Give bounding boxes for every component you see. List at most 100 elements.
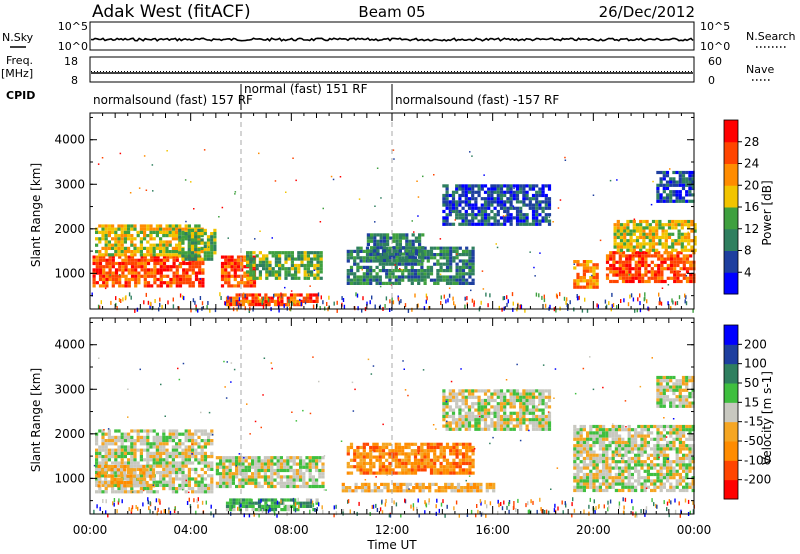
heatmap-cell xyxy=(629,219,633,224)
heatmap-cell xyxy=(162,429,166,433)
heatmap-cell xyxy=(346,452,350,456)
heatmap-cell xyxy=(627,485,631,489)
heatmap-cell xyxy=(120,230,124,234)
heatmap-cell xyxy=(365,272,370,276)
heatmap-cell xyxy=(420,449,424,453)
heatmap-cell xyxy=(165,442,169,446)
heatmap-cell xyxy=(278,273,282,277)
heatmap-cell xyxy=(126,477,130,481)
heatmap-cell xyxy=(624,453,628,457)
heatmap-cell xyxy=(153,261,157,266)
heatmap-cell xyxy=(451,418,456,422)
heatmap-cell xyxy=(531,206,536,210)
heatmap-cell xyxy=(210,461,214,465)
heatmap-cell xyxy=(664,245,668,249)
heatmap-cell xyxy=(439,468,443,472)
heatmap-cell xyxy=(576,434,580,438)
heatmap-cell xyxy=(628,254,632,258)
heatmap-cell xyxy=(251,504,255,508)
heatmap-cell xyxy=(503,427,507,431)
heatmap-cell xyxy=(616,248,620,252)
heatmap-cell xyxy=(467,414,472,419)
heatmap-cell xyxy=(171,464,175,468)
heatmap-cell xyxy=(353,275,357,279)
heatmap-cell xyxy=(512,205,515,207)
heatmap-cell xyxy=(375,458,379,462)
heatmap-cell xyxy=(672,183,676,187)
heatmap-cell xyxy=(576,296,579,301)
heatmap-cell xyxy=(619,232,624,236)
heatmap-cell xyxy=(613,235,617,240)
heatmap-cell xyxy=(483,414,488,419)
heatmap-cell xyxy=(440,301,442,305)
heatmap-cell xyxy=(120,468,124,472)
heatmap-cell xyxy=(175,442,179,446)
heatmap-cell xyxy=(628,276,632,280)
heatmap-cell xyxy=(584,297,586,302)
heatmap-cell xyxy=(203,458,207,462)
heatmap-cell xyxy=(123,465,127,469)
heatmap-cell xyxy=(589,266,593,270)
heatmap-cell xyxy=(159,284,163,288)
heatmap-cell xyxy=(234,191,237,193)
heatmap-cell xyxy=(175,224,179,228)
heatmap-cell xyxy=(113,465,117,469)
heatmap-cell xyxy=(509,222,513,226)
heatmap-cell xyxy=(645,242,649,246)
heatmap-cell xyxy=(512,216,516,220)
heatmap-cell xyxy=(608,428,612,432)
heatmap-cell xyxy=(199,278,202,280)
heatmap-cell xyxy=(385,442,389,446)
heatmap-cell xyxy=(293,504,297,508)
heatmap-cell xyxy=(483,184,488,188)
heatmap-cell xyxy=(146,253,150,257)
heatmap-cell xyxy=(184,237,188,241)
heatmap-cell xyxy=(531,203,536,207)
heatmap-cell xyxy=(308,484,312,489)
heatmap-cell xyxy=(161,304,163,309)
heatmap-cell xyxy=(305,501,310,505)
heatmap-cell xyxy=(312,508,316,512)
heatmap-cell xyxy=(137,261,141,266)
heatmap-cell xyxy=(408,239,412,243)
heatmap-cell xyxy=(576,276,580,280)
heatmap-cell xyxy=(471,184,475,188)
heatmap-cell xyxy=(238,293,242,297)
heatmap-cell xyxy=(260,484,264,489)
heatmap-cell xyxy=(243,271,247,275)
heatmap-cell xyxy=(658,219,662,224)
heatmap-cell xyxy=(101,455,105,459)
heatmap-cell xyxy=(420,465,424,469)
heatmap-cell xyxy=(640,488,644,493)
heatmap-cell xyxy=(353,256,357,260)
heatmap-cell xyxy=(155,471,159,475)
heatmap-cell xyxy=(238,498,242,502)
heatmap-cell xyxy=(586,285,590,289)
heatmap-cell xyxy=(300,257,304,261)
heatmap-cell xyxy=(388,471,392,475)
heatmap-cell xyxy=(634,485,638,489)
heatmap-cell xyxy=(456,486,461,490)
heatmap-cell xyxy=(175,464,179,468)
heatmap-cell xyxy=(624,460,628,464)
heatmap-cell xyxy=(97,474,101,478)
heatmap-cell xyxy=(445,445,450,450)
heatmap-cell xyxy=(143,255,147,259)
heatmap-cell xyxy=(197,487,201,491)
heatmap-cell xyxy=(107,432,111,436)
heatmap-cell xyxy=(480,408,484,412)
heatmap-cell xyxy=(658,301,660,306)
heatmap-cell xyxy=(429,269,434,273)
heatmap-cell xyxy=(611,460,615,464)
heatmap-cell xyxy=(525,411,529,415)
heatmap-cell xyxy=(496,213,500,217)
heatmap-cell xyxy=(315,465,319,469)
heatmap-cell xyxy=(418,246,422,250)
heatmap-cell xyxy=(614,450,618,454)
heatmap-cell xyxy=(166,268,170,272)
heatmap-cell xyxy=(222,481,226,485)
heatmap-cell xyxy=(127,268,131,272)
heatmap-cell xyxy=(455,184,459,188)
heatmap-cell xyxy=(602,437,606,441)
heatmap-cell xyxy=(535,427,539,431)
